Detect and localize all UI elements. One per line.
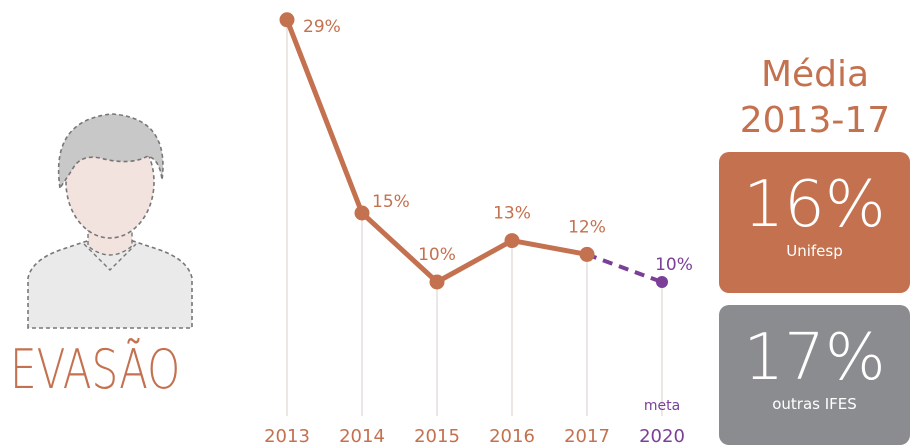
unifesp-average-value: 16%	[743, 168, 886, 242]
unifesp-average-label: Unifesp	[786, 242, 843, 260]
series-line-evasao	[284, 18, 588, 285]
data-point-2015	[429, 274, 445, 290]
unifesp-average-box: 16% Unifesp	[719, 152, 910, 293]
person-icon	[27, 113, 193, 329]
data-label-2020: 10%	[655, 255, 693, 275]
data-label-2014: 15%	[372, 192, 410, 212]
data-label-2016: 13%	[493, 204, 531, 224]
data-label-2013: 29%	[303, 17, 341, 37]
evasao-title: EVASÃO	[10, 338, 181, 401]
ifes-average-box: 17% outras IFES	[719, 305, 910, 445]
data-point-2013	[279, 12, 295, 28]
x-tick-label-2020: 2020	[639, 426, 685, 445]
data-label-2017: 12%	[568, 217, 606, 237]
ifes-average-value: 17%	[743, 321, 886, 395]
average-title-line1: Média	[760, 54, 870, 95]
data-point-2020	[656, 276, 668, 288]
x-tick-label-2017: 2017	[564, 426, 610, 445]
data-label-2015: 10%	[418, 245, 456, 265]
x-tick-label-2013: 2013	[264, 426, 310, 445]
average-title-line2: 2013-17	[739, 100, 891, 141]
data-point-2017	[579, 246, 595, 262]
dropout-line-chart: 29% 15% 10% 13% 12% 10% 2013 2014 2015 2016 2017 20…	[264, 12, 693, 445]
goal-meta-label: meta	[644, 398, 680, 414]
x-tick-label-2015: 2015	[414, 426, 460, 445]
data-point-2014	[354, 205, 370, 221]
ifes-average-label: outras IFES	[772, 395, 857, 413]
series-line-goal	[586, 252, 663, 284]
x-tick-label-2014: 2014	[339, 426, 385, 445]
average-title: Média 2013-17	[720, 52, 910, 144]
data-point-2016	[504, 233, 520, 249]
x-tick-label-2016: 2016	[489, 426, 535, 445]
